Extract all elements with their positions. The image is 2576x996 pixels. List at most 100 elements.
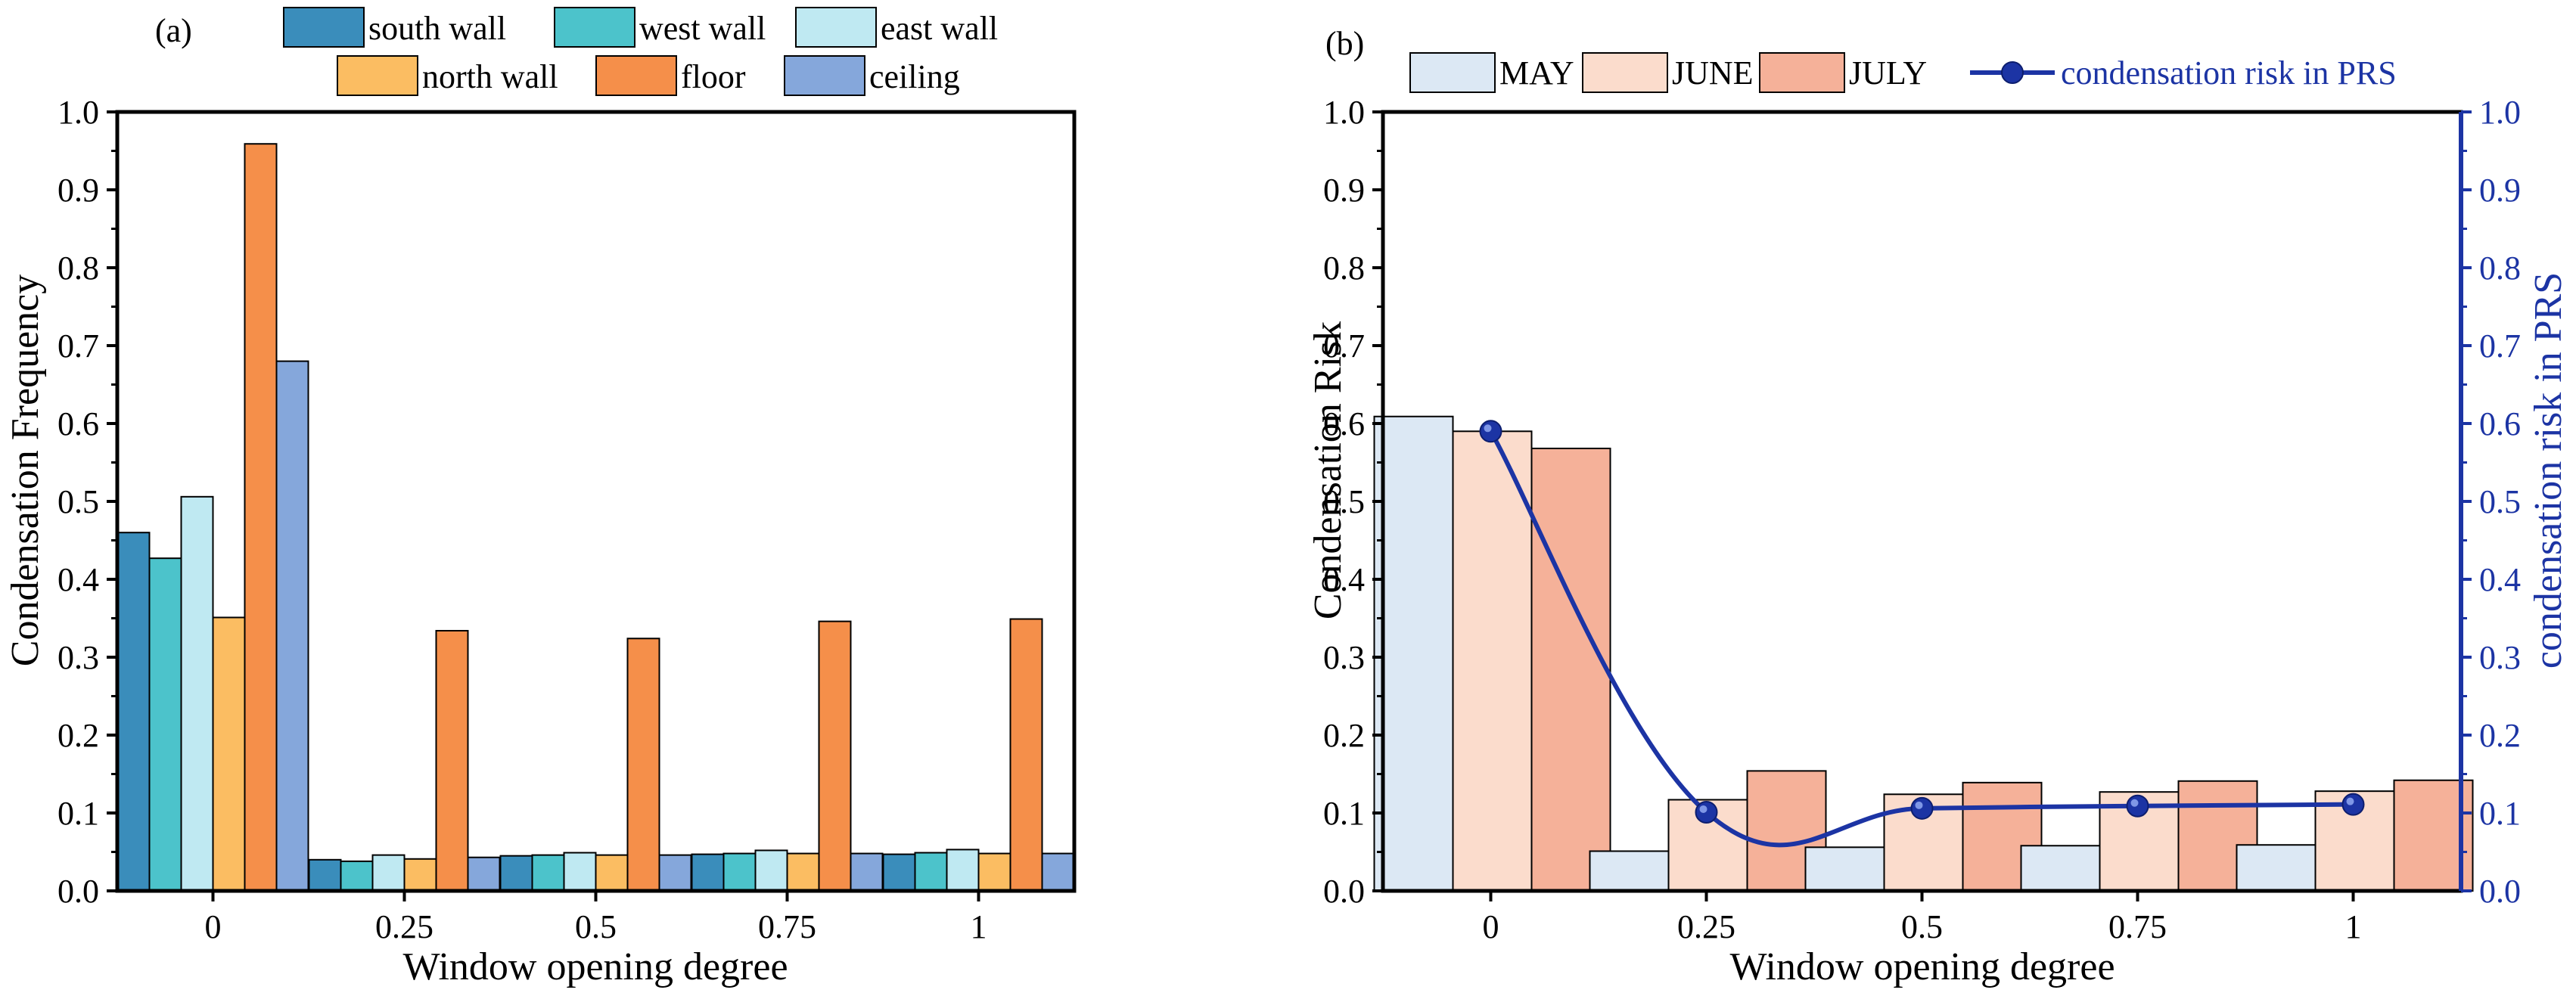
- bar-west-wall: [722, 852, 757, 892]
- panel-b-y-tick-label: 0.5: [1323, 483, 1365, 520]
- bar-ceiling: [658, 854, 692, 892]
- prs-line-path: [1488, 430, 2354, 848]
- bar-west-wall: [148, 557, 182, 892]
- bar-may: [2236, 844, 2317, 892]
- prs-line-point: [1910, 796, 1934, 820]
- panel-b-right-y-tick-label: 0.4: [2479, 561, 2521, 598]
- panel-b-x-tick-label: 0.75: [2108, 908, 2167, 945]
- panel-b-x-tick-label: 0: [1483, 908, 1499, 945]
- legend-swatch-west-wall: [554, 7, 635, 48]
- bar-south-wall: [308, 858, 342, 892]
- prs-line-point: [1479, 420, 1502, 443]
- prs-line-point: [1695, 800, 1718, 824]
- panel-b-y-tick-label: 0.2: [1323, 717, 1365, 754]
- prs-line-point: [2126, 794, 2149, 818]
- bar-east-wall: [946, 849, 980, 892]
- legend-label-ceiling: ceiling: [869, 58, 960, 95]
- panel-a-y-tick-label: 0.9: [57, 172, 99, 209]
- panel-b-x-tick-label: 0.25: [1677, 908, 1735, 945]
- legend-swatch-june: [1582, 52, 1668, 93]
- bar-north-wall: [595, 854, 629, 892]
- panel-a-y-tick-label: 0.4: [57, 561, 99, 598]
- bar-may: [1589, 850, 1670, 892]
- panel-b-right-y-tick-label: 0.0: [2479, 873, 2521, 910]
- bar-may: [2020, 845, 2101, 892]
- panel-b-y-tick-label: 0.4: [1323, 561, 1365, 598]
- bar-north-wall: [977, 852, 1011, 892]
- bar-east-wall: [563, 852, 597, 892]
- panel-b-right-y-tick-label: 0.9: [2479, 172, 2521, 209]
- panel-a-x-tick-label: 0.75: [758, 908, 816, 945]
- panel-a-axes: 0.0 0.1 0.2 0.3 0.4 0.5 0.6 0.7 0.8 0.9 1.0 0 0.25 0.…: [57, 94, 1077, 945]
- legend-label-july: JULY: [1849, 54, 1927, 92]
- legend-label-south-wall: south wall: [368, 10, 506, 47]
- bar-west-wall: [914, 852, 948, 892]
- bar-may: [1804, 846, 1885, 892]
- panel-a-y-tick-label: 0.8: [57, 250, 99, 287]
- panel-b-y-tick-label: 0.6: [1323, 405, 1365, 442]
- panel-a-y-tick-label: 0.5: [57, 483, 99, 520]
- prs-line-point-highlight: [1484, 424, 1492, 433]
- bar-may: [1373, 415, 1454, 892]
- bar-north-wall: [403, 858, 437, 892]
- panel-a-bars: [117, 143, 1075, 892]
- bar-ceiling: [850, 852, 884, 892]
- panel-a-x-axis-title: Window opening degree: [402, 945, 788, 988]
- panel-b-right-y-tick-label: 0.3: [2479, 639, 2521, 676]
- bar-south-wall: [499, 855, 533, 892]
- bar-floor: [435, 629, 469, 892]
- legend-swatch-july: [1759, 52, 1845, 93]
- panel-b-y-tick-label: 0.8: [1323, 250, 1365, 287]
- panel-b-right-y-tick-label: 0.8: [2479, 250, 2521, 287]
- bar-south-wall: [117, 532, 151, 892]
- panel-a-label: (a): [155, 12, 192, 49]
- legend-label-west-wall: west wall: [639, 10, 766, 47]
- panel-b-bars: [1373, 415, 2474, 892]
- panel-a: (a) south wall west wall east wall north wa…: [4, 7, 1077, 988]
- panel-b-x-tick-label: 0.5: [1901, 908, 1943, 945]
- panel-b-label: (b): [1325, 25, 1364, 62]
- bar-east-wall: [371, 854, 406, 892]
- legend-label-floor: floor: [681, 58, 746, 95]
- legend-swatch-may: [1409, 52, 1496, 93]
- prs-line-point-highlight: [1915, 801, 1923, 809]
- panel-a-y-tick-label: 0.6: [57, 405, 99, 442]
- panel-a-y-tick-label: 0.1: [57, 795, 99, 832]
- legend-swatch-south-wall: [283, 7, 365, 48]
- panel-b-legend: MAY JUNE JULY condensation risk in PRS: [1409, 52, 2397, 93]
- legend-swatch-floor: [595, 55, 677, 96]
- panel-b-y-tick-label: 0.7: [1323, 327, 1365, 365]
- bar-ceiling: [1041, 852, 1075, 892]
- legend-label-may: MAY: [1499, 54, 1574, 92]
- bar-floor: [818, 620, 852, 892]
- legend-swatch-east-wall: [795, 7, 877, 48]
- panel-b-y-tick-label: 0.9: [1323, 172, 1365, 209]
- bar-ceiling: [467, 856, 501, 892]
- panel-a-x-tick-label: 1: [971, 908, 987, 945]
- bar-south-wall: [691, 853, 725, 892]
- bar-ceiling: [275, 360, 309, 892]
- legend-label-prs: condensation risk in PRS: [2061, 54, 2397, 92]
- panel-a-x-tick-label: 0.5: [575, 908, 617, 945]
- legend-marker-prs: [2001, 61, 2024, 84]
- panel-a-x-tick-label: 0: [205, 908, 222, 945]
- bar-floor: [244, 143, 278, 892]
- legend-label-june: JUNE: [1672, 54, 1754, 92]
- prs-line-point-highlight: [1699, 805, 1707, 813]
- legend-swatch-ceiling: [784, 55, 865, 96]
- panel-b-y-tick-label: 1.0: [1323, 94, 1365, 131]
- bar-north-wall: [786, 852, 820, 892]
- bar-june: [1452, 430, 1533, 892]
- panel-b-right-y-tick-label: 0.1: [2479, 795, 2521, 832]
- panel-a-y-tick-label: 0.3: [57, 639, 99, 676]
- bar-north-wall: [212, 616, 246, 892]
- panel-a-legend: south wall west wall east wall north wall fl…: [283, 7, 998, 96]
- panel-a-y-axis-title: Condensation Frequency: [4, 275, 47, 666]
- bar-floor: [626, 638, 660, 892]
- prs-line-point-highlight: [2346, 797, 2354, 805]
- panel-b: (b) MAY JUNE JULY condensation risk in PRS …: [1307, 25, 2570, 988]
- panel-b-y-tick-label: 0.1: [1323, 795, 1365, 832]
- panel-a-y-tick-label: 0.2: [57, 717, 99, 754]
- panel-b-x-tick-label: 1: [2345, 908, 2362, 945]
